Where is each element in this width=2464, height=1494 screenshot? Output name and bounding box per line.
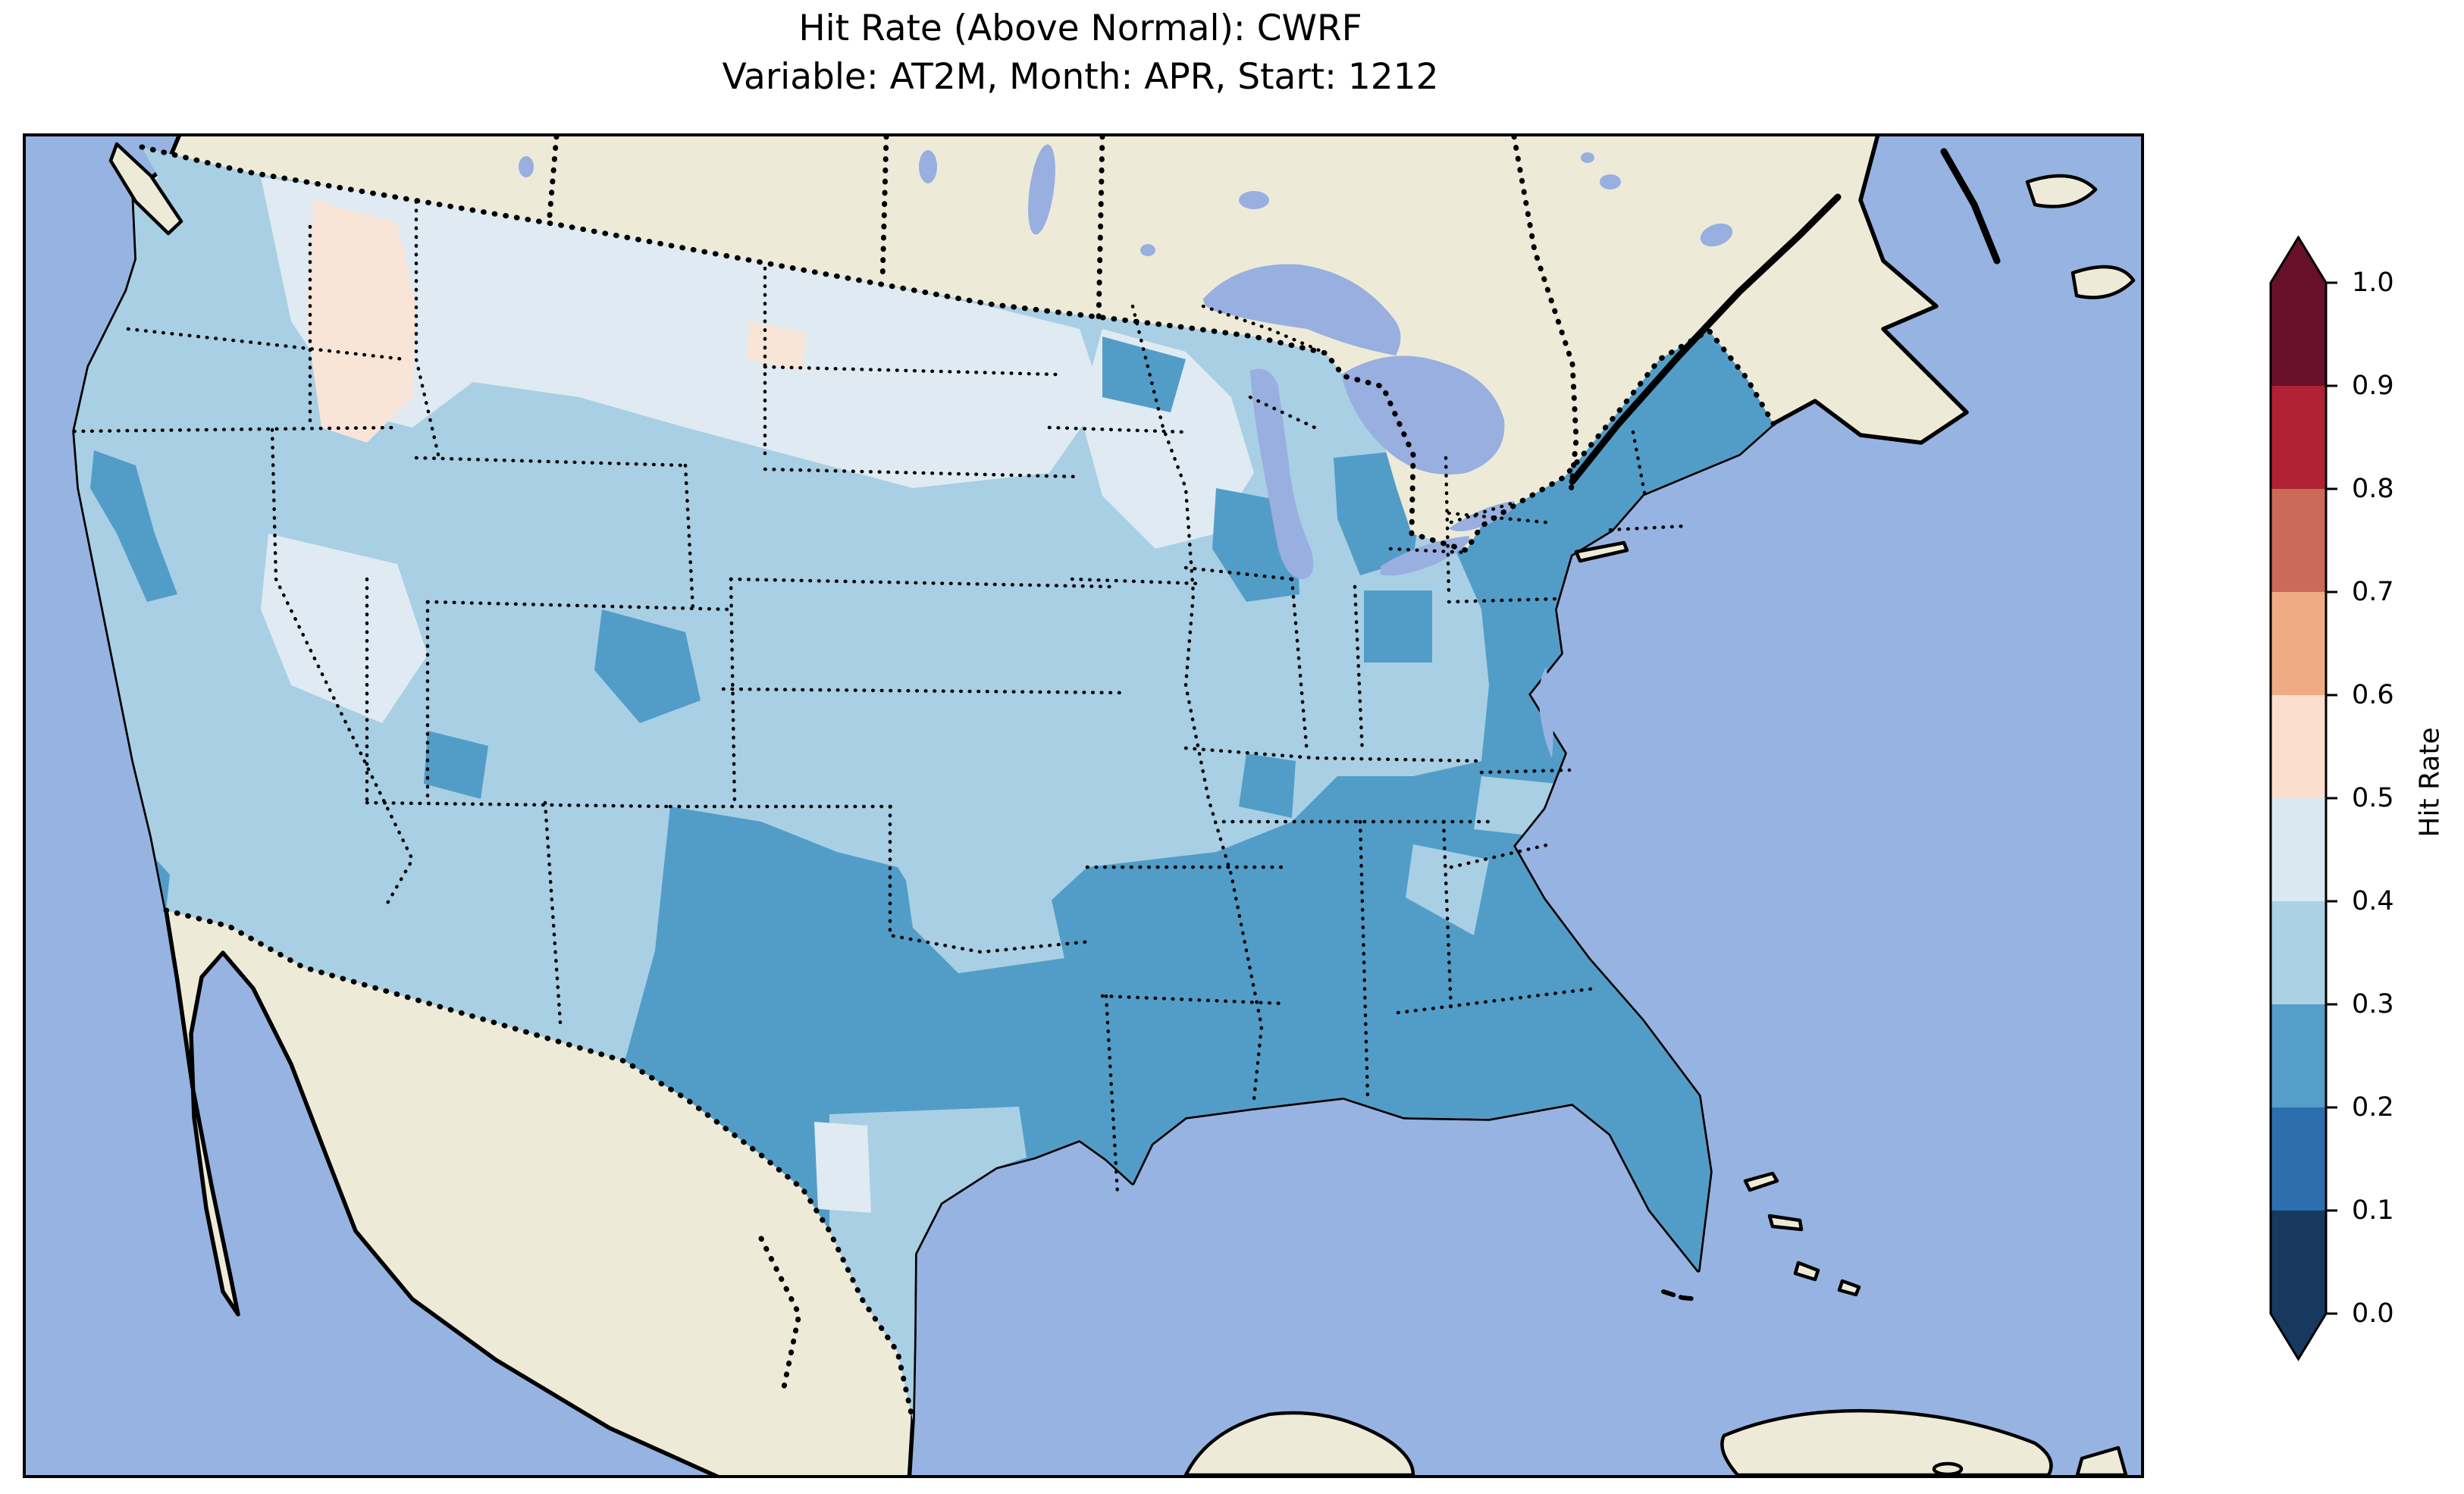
figure-title-block: Hit Rate (Above Normal): CWRF Variable: … xyxy=(23,5,2138,102)
colorbar xyxy=(2269,236,2337,1361)
colorbar-level-0.7–0.8 xyxy=(2271,489,2326,592)
colorbar-level-0.8–0.9 xyxy=(2271,386,2326,489)
mexico-state-border xyxy=(758,1236,802,1390)
map-panel xyxy=(23,133,2144,1478)
cells-0.2-0.3-colorado xyxy=(594,609,701,723)
colorbar-tick-label: 0.4 xyxy=(2352,886,2394,916)
canada-province-border-2 xyxy=(879,136,889,283)
florida-keys xyxy=(1661,1289,1700,1301)
hispaniola xyxy=(2075,1445,2128,1475)
colorbar-level-0.0–0.1 xyxy=(2271,1211,2326,1314)
newfoundland-island-1 xyxy=(2025,174,2098,208)
cells-0.3-0.4-south-texas xyxy=(829,1107,1027,1420)
colorbar-level-0.5–0.6 xyxy=(2271,695,2326,798)
vancouver-island xyxy=(108,142,183,236)
canada-small-lakes xyxy=(519,144,1733,256)
colorbar-level-0.6–0.7 xyxy=(2271,592,2326,695)
colorbar-tick-label: 0.7 xyxy=(2352,577,2394,607)
cells-0.3-0.4-georgia-inland xyxy=(1406,844,1489,935)
colorbar-tick-label: 0.5 xyxy=(2352,783,2394,813)
colorbar-tick-label: 0.9 xyxy=(2352,371,2394,401)
colorbar-tick-label: 0.3 xyxy=(2352,989,2394,1019)
colorbar-tick-label: 0.1 xyxy=(2352,1195,2394,1226)
cells-0.2-0.3-duluth xyxy=(1102,337,1186,412)
bahamas-2 xyxy=(1767,1214,1804,1232)
st-lawrence-river xyxy=(1569,193,1842,485)
cells-0.4-0.5-northern-plains xyxy=(261,177,1102,488)
cells-0.4-0.5-central-texas xyxy=(814,1122,871,1213)
colorbar-level-0.4–0.5 xyxy=(2271,798,2326,901)
colorbar-tick-label: 0.2 xyxy=(2352,1092,2394,1123)
canada-province-border-1 xyxy=(546,136,560,227)
great-lakes xyxy=(1203,264,1515,579)
cells-0.2-0.3-norcal-coast xyxy=(90,450,177,602)
islands xyxy=(108,142,2136,1475)
bahamas-1 xyxy=(1743,1171,1779,1192)
colorbar-extend-under-arrow xyxy=(2271,1314,2326,1359)
newfoundland-island-2 xyxy=(2071,265,2136,299)
colorbar-level-0.1–0.2 xyxy=(2271,1107,2326,1211)
colorbar-tick-label: 0.8 xyxy=(2352,474,2394,504)
cells-0.4-0.5-great-basin xyxy=(261,534,428,723)
jamaica xyxy=(1932,1461,1964,1475)
chesapeake-bay xyxy=(1539,667,1553,758)
colorbar-level-0.2–0.3 xyxy=(2271,1004,2326,1107)
lake-huron xyxy=(1341,355,1505,475)
colorbar-extend-over-arrow xyxy=(2271,237,2326,283)
colorbar-tick-label: 1.0 xyxy=(2352,268,2394,298)
cells-0.2-0.3-ohio xyxy=(1364,590,1432,662)
national-borders xyxy=(139,136,1776,1424)
cells-0.2-0.3-southern-illinois xyxy=(1239,753,1296,818)
canada-us-border xyxy=(139,144,1776,554)
bahamas-4 xyxy=(1837,1279,1861,1297)
cells-0.2-0.3-utah-arizona xyxy=(424,731,488,799)
conus-hit-rate-map xyxy=(26,136,2141,1475)
cells-0.5-0.6-idaho-montana xyxy=(306,200,416,443)
figure-title: Hit Rate (Above Normal): CWRF xyxy=(798,8,1362,49)
colorbar-tick-label: 0.0 xyxy=(2352,1298,2394,1329)
colorbar-level-0.9–1.0 xyxy=(2271,283,2326,386)
ontario-quebec-border xyxy=(1511,136,1579,496)
colorbar-axis-label: Hit Rate xyxy=(2414,727,2446,838)
lake-michigan xyxy=(1250,368,1314,579)
lake-ontario xyxy=(1449,501,1515,531)
lake-superior xyxy=(1203,264,1401,355)
long-island xyxy=(1574,540,1629,563)
colorbar-level-0.3–0.4 xyxy=(2271,901,2326,1004)
state-borders xyxy=(72,199,1688,1195)
figure-subtitle: Variable: AT2M, Month: APR, Start: 1212 xyxy=(722,56,1439,98)
canada-province-border-3 xyxy=(1096,136,1105,326)
cells-0.5-0.6-dakota-cell xyxy=(746,321,807,371)
colorbar-tick-label: 0.6 xyxy=(2352,680,2394,710)
cuba xyxy=(1720,1408,2053,1475)
yucatan xyxy=(1183,1411,1415,1475)
saguenay-river xyxy=(1940,148,2001,265)
rivers xyxy=(1569,148,2001,485)
bahamas-3 xyxy=(1793,1261,1820,1282)
mexico-us-border xyxy=(163,907,916,1424)
